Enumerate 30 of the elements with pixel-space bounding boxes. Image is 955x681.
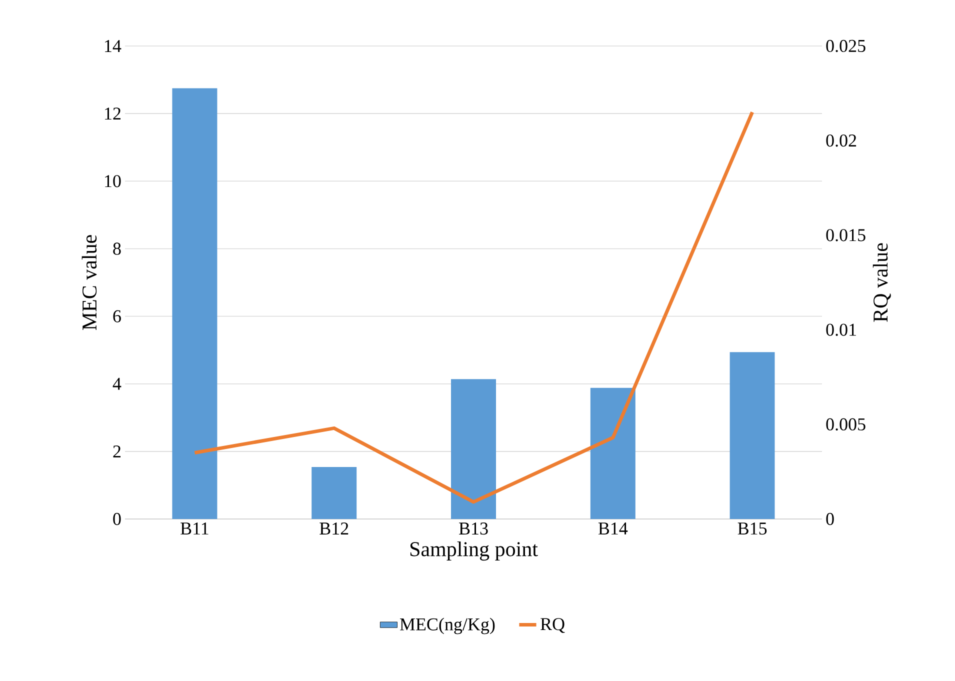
y-tick-label: 12 [105,108,120,120]
y2-tick-label: 0 [826,512,834,526]
y-tick-label: 0 [113,512,121,526]
bar [451,379,496,519]
legend-label: MEC(ng/Kg) [400,618,495,634]
y-tick-label: 2 [113,445,120,458]
y2-tick-label: 0.025 [826,40,866,52]
x-tick-label: B12 [320,522,348,534]
y2-tick-label: 0.005 [826,418,866,431]
line-series [192,110,754,504]
y2-axis-title: RQ value [872,243,891,322]
bar [172,88,218,519]
y2-tick-label: 0.02 [826,134,856,147]
x-tick-label: B15 [738,522,767,535]
legend-label: RQ [540,618,565,633]
y-axis-title: MEC value [82,235,97,330]
bar [730,352,775,519]
y2-tick-label: 0.01 [826,324,856,336]
y-tick-label: 8 [113,242,121,255]
y2-tick-label: 0.015 [826,229,866,242]
bar [312,466,357,519]
x-tick-label: B14 [598,522,628,534]
y-tick-label: 6 [113,310,121,322]
x-tick-label: B11 [180,522,208,534]
y-tick-label: 4 [112,378,122,390]
x-axis-title: Sampling point [410,541,538,561]
y-tick-label: 10 [105,175,121,188]
bar [590,388,636,519]
y-tick-label: 14 [105,40,122,52]
x-tick-label: B13 [459,522,488,535]
